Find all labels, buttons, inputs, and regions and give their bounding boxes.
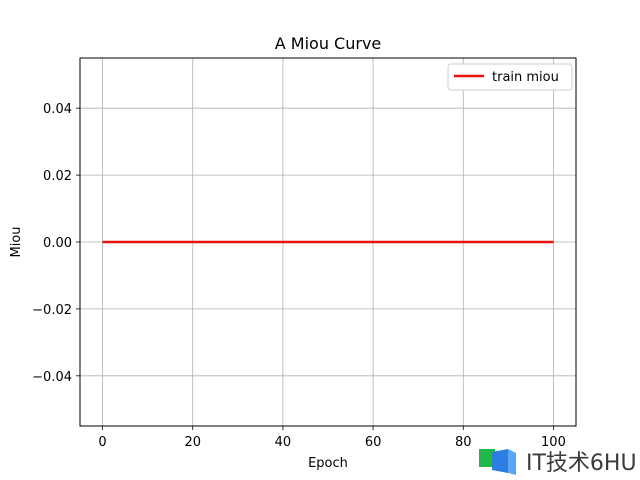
x-tick-label: 60	[365, 435, 382, 450]
watermark: IT技术6HU	[478, 444, 640, 478]
watermark-logo-icon	[479, 449, 516, 475]
x-tick-label: 40	[275, 435, 292, 450]
y-tick-label: 0.02	[43, 169, 72, 184]
watermark-text: IT技术6HU	[526, 451, 637, 476]
x-tick-label: 100	[541, 435, 566, 450]
x-tick-label: 80	[455, 435, 472, 450]
y-tick-label: −0.04	[32, 370, 72, 385]
ticks: 0 20 40 60 80 100 −0.04 −0.02 0.00 0.02 0.04	[32, 102, 566, 450]
y-tick-label: 0.00	[43, 236, 72, 251]
x-axis-label: Epoch	[308, 456, 348, 471]
y-tick-label: −0.02	[32, 303, 72, 318]
legend: train miou	[447, 63, 573, 91]
y-tick-label: 0.04	[43, 102, 72, 117]
chart-title: A Miou Curve	[275, 34, 382, 53]
legend-label-train-miou: train miou	[492, 70, 559, 85]
x-tick-label: 20	[184, 435, 201, 450]
y-axis-label: Miou	[9, 226, 24, 257]
legend-box	[447, 63, 573, 91]
x-tick-label: 0	[98, 435, 106, 450]
